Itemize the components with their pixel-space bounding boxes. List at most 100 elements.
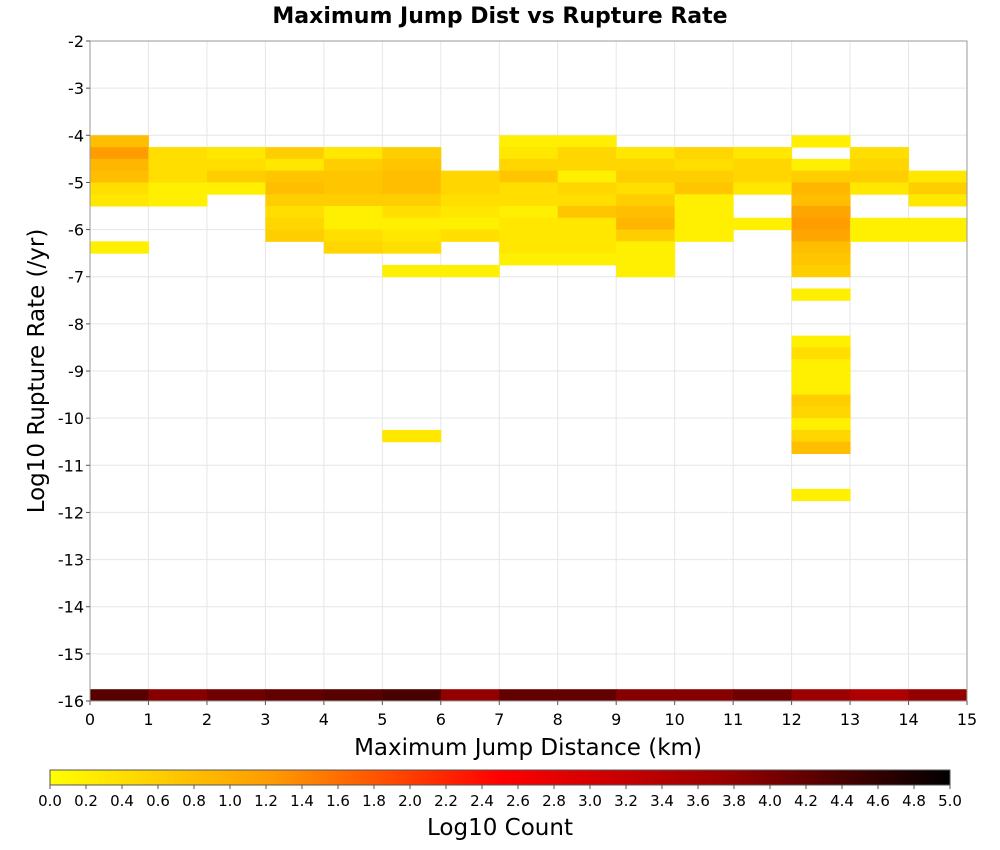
heatmap-cell [616,253,676,266]
heatmap-cell [206,689,266,702]
heatmap-cell [616,182,676,195]
heatmap-cell [557,206,617,219]
x-tick-label: 10 [664,710,684,729]
heatmap-cell [850,229,910,242]
x-tick-label: 0 [85,710,95,729]
heatmap-cell [557,217,617,231]
heatmap-cell [323,689,383,702]
heatmap-cell [440,182,500,195]
colorbar-tick-label: 3.0 [578,792,602,810]
y-tick-label: -7 [68,268,84,287]
heatmap-cell [382,217,442,231]
y-tick-label: -12 [58,503,84,522]
heatmap-cell [733,217,793,231]
colorbar-tick-label: 4.4 [830,792,854,810]
y-axis-ticks: -2 -3 -4 -5 -6 -7 -8 -9 -10 -11 -12 -13 -14 -15 -16 [58,32,90,711]
heatmap-cell [265,182,325,195]
heatmap-cell [148,170,208,183]
heatmap-cell [908,229,968,242]
heatmap-cell [791,217,851,231]
colorbar-tick-label: 0.2 [74,792,98,810]
heatmap-cell [791,429,851,443]
heatmap-cell [850,689,910,702]
heatmap-cell [791,406,851,419]
y-tick-label: -11 [58,456,84,475]
heatmap-cell [382,182,442,195]
heatmap-cell [791,206,851,219]
heatmap-cell [850,170,910,183]
heatmap-cell [148,147,208,160]
colorbar-tick-label: 1.4 [290,792,314,810]
heatmap-cell [499,147,559,160]
heatmap-cell [323,182,383,195]
x-tick-label: 1 [143,710,153,729]
heatmap-cell [265,217,325,231]
heatmap-cell [323,147,383,160]
y-tick-label: -16 [58,692,84,711]
heatmap-cell [791,394,851,407]
heatmap-cell [382,429,442,443]
heatmap-cell [90,689,149,702]
heatmap-cell [850,182,910,195]
heatmap-cell [499,241,559,254]
heatmap-cell [557,241,617,254]
heatmap-cell [791,418,851,431]
heatmap-cell [674,182,734,195]
heatmap-cell [733,147,793,160]
heatmap-cell [908,689,968,702]
heatmap-cell [557,194,617,207]
heatmap-cell [440,229,500,242]
colorbar-tick-label: 3.4 [650,792,674,810]
heatmap-cell [499,158,559,172]
heatmap-cell [90,158,149,172]
heatmap-cell [440,217,500,231]
heatmap-cell [323,158,383,172]
heatmap-cell [323,241,383,254]
heatmap-cell [616,229,676,242]
heatmap-cell [440,264,500,278]
heatmap-cell [557,689,617,702]
heatmap-cell [148,158,208,172]
y-tick-label: -10 [58,409,84,428]
colorbar-tick-label: 0.8 [182,792,206,810]
heatmap-cell [791,241,851,254]
heatmap-cell [382,147,442,160]
heatmap-cell [908,170,968,183]
heatmap-cell [791,488,851,502]
colorbar-tick-label: 3.2 [614,792,638,810]
heatmap-cell [791,382,851,396]
x-tick-label: 11 [723,710,743,729]
heatmap-cell [499,135,559,148]
colorbar-tick-label: 3.6 [686,792,710,810]
heatmap-cell [616,217,676,231]
heatmap-cell [265,147,325,160]
heatmap-cell [557,158,617,172]
heatmap-cell [674,206,734,219]
heatmap-cell [791,347,851,360]
x-tick-label: 14 [898,710,918,729]
heatmap-cell [674,158,734,172]
heatmap-cell [90,182,149,195]
x-tick-label: 5 [377,710,387,729]
y-axis-label: Log10 Rupture Rate (/yr) [24,229,50,514]
heatmap-cell [323,229,383,242]
heatmap-cell [791,182,851,195]
y-tick-label: -8 [68,315,84,334]
heatmap-cell [674,217,734,231]
colorbar-ticks: 0.0 0.2 0.4 0.6 0.8 1.0 1.2 1.4 1.6 1.8 2.0 2.2 2.4 2… [38,785,962,810]
heatmap-cell [265,229,325,242]
heatmap-cell [616,147,676,160]
heatmap-cell [148,689,208,702]
heatmap-cell [557,229,617,242]
x-axis-ticks: 0 1 2 3 4 5 6 7 8 9 10 11 12 13 14 15 [85,701,977,729]
heatmap-cell [733,158,793,172]
colorbar-tick-label: 2.4 [470,792,494,810]
y-tick-label: -6 [68,221,84,240]
heatmap-cell [265,170,325,183]
heatmap-cell [499,689,559,702]
x-tick-label: 3 [260,710,270,729]
heatmap-cell [850,158,910,172]
heatmap-cell [499,206,559,219]
x-tick-label: 15 [957,710,977,729]
heatmap-cell [499,253,559,266]
